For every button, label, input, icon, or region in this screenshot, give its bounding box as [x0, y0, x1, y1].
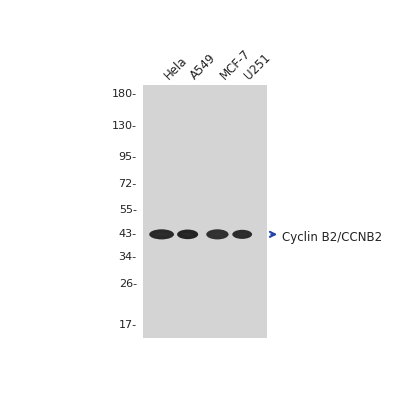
Text: Hela: Hela [162, 54, 190, 82]
Text: 72-: 72- [118, 179, 137, 189]
Text: 17-: 17- [119, 320, 137, 330]
Text: 34-: 34- [119, 252, 137, 262]
Ellipse shape [149, 229, 174, 240]
Ellipse shape [155, 233, 168, 236]
Text: MCF-7: MCF-7 [218, 47, 253, 82]
Ellipse shape [182, 233, 194, 236]
Ellipse shape [206, 229, 228, 240]
Text: 55-: 55- [119, 205, 137, 215]
Text: 26-: 26- [119, 279, 137, 289]
Text: Cyclin B2/CCNB2: Cyclin B2/CCNB2 [282, 231, 383, 244]
Text: 43-: 43- [119, 229, 137, 239]
Ellipse shape [232, 230, 252, 239]
Text: 130-: 130- [112, 121, 137, 131]
Text: 180-: 180- [112, 89, 137, 99]
Text: 95-: 95- [119, 152, 137, 162]
Text: U251: U251 [242, 51, 273, 82]
Ellipse shape [237, 233, 248, 236]
Ellipse shape [211, 233, 224, 236]
Ellipse shape [177, 230, 198, 239]
Text: A549: A549 [188, 51, 218, 82]
Bar [143, 85, 267, 338]
